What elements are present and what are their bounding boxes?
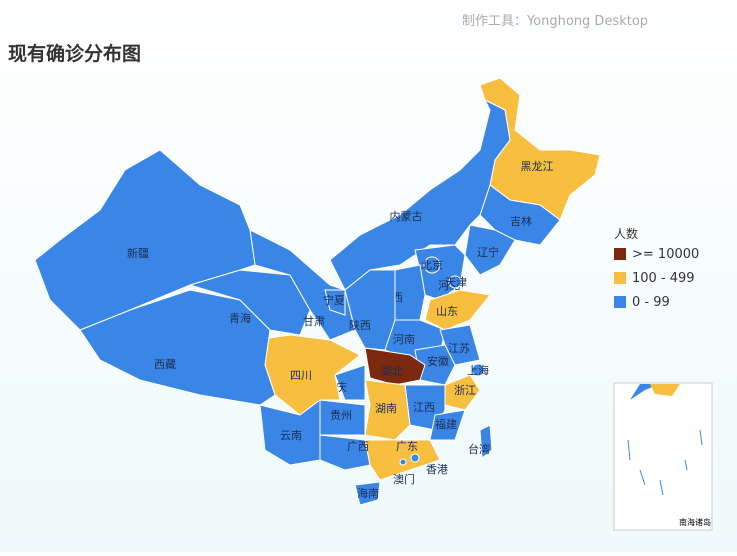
region-label: 吉林 [510,214,532,228]
region-label: 澳门 [393,472,415,486]
legend-title: 人数 [614,226,638,241]
legend-label: 0 - 99 [632,295,670,310]
region [329,98,511,291]
inset-land [650,384,680,396]
region-label: 黑龙江 [521,160,554,173]
legend-label: >= 10000 [632,247,699,262]
inset-label: 南海诸岛 [679,517,711,527]
region-label: 安徽 [427,354,449,368]
region-label: 台湾 [468,442,490,456]
region [249,229,356,341]
region [79,289,276,406]
watermark: 制作工具：Yonghong Desktop [462,14,648,29]
region-label: 云南 [280,429,302,442]
region [479,424,493,459]
region-label: 天津 [445,276,467,289]
region [429,409,466,441]
legend-swatch [614,272,626,284]
region [423,256,441,274]
legend-label: 100 - 499 [632,271,695,286]
region-label: 陕西 [349,318,371,332]
region-label: 浙江 [454,384,476,397]
region [364,347,426,386]
region-label: 青海 [229,311,251,325]
region-label: 山东 [436,305,458,318]
region-label: 江苏 [448,342,470,355]
region-label: 广西 [347,440,369,453]
region [424,289,491,331]
region [354,481,381,506]
region-label: 内蒙古 [390,209,423,223]
region-label: 江西 [413,401,435,414]
region-label: 西藏 [154,358,176,371]
region-label: 上海 [467,363,489,377]
region [399,458,407,466]
inset-islands [627,429,703,496]
region [448,275,462,289]
region [324,289,346,316]
region [188,269,311,336]
region-label: 湖南 [375,402,397,415]
region [471,363,485,377]
region-label: 辽宁 [477,245,499,259]
region [334,364,366,401]
region-label: 贵州 [330,409,352,422]
region [34,149,256,331]
region-label: 新疆 [127,246,149,260]
region-label: 海南 [357,486,379,500]
region-label: 湖北 [381,365,403,378]
legend-swatch [614,296,626,308]
region-label: 四川 [290,369,312,382]
legend-swatch [614,248,626,260]
region-label: 福建 [435,417,457,431]
region-label: 河南 [393,333,415,346]
region [410,453,420,463]
region-label: 香港 [426,463,448,476]
inset-land [630,384,660,400]
region [344,269,396,351]
region [259,399,321,466]
inset-frame [613,382,713,531]
region-label: 北京 [421,258,443,272]
region-label: 甘肃 [303,315,325,328]
region-label: 宁夏 [323,293,345,307]
title: 现有确诊分布图 [8,42,141,65]
region-label: 广东 [396,440,418,453]
region [479,184,561,246]
